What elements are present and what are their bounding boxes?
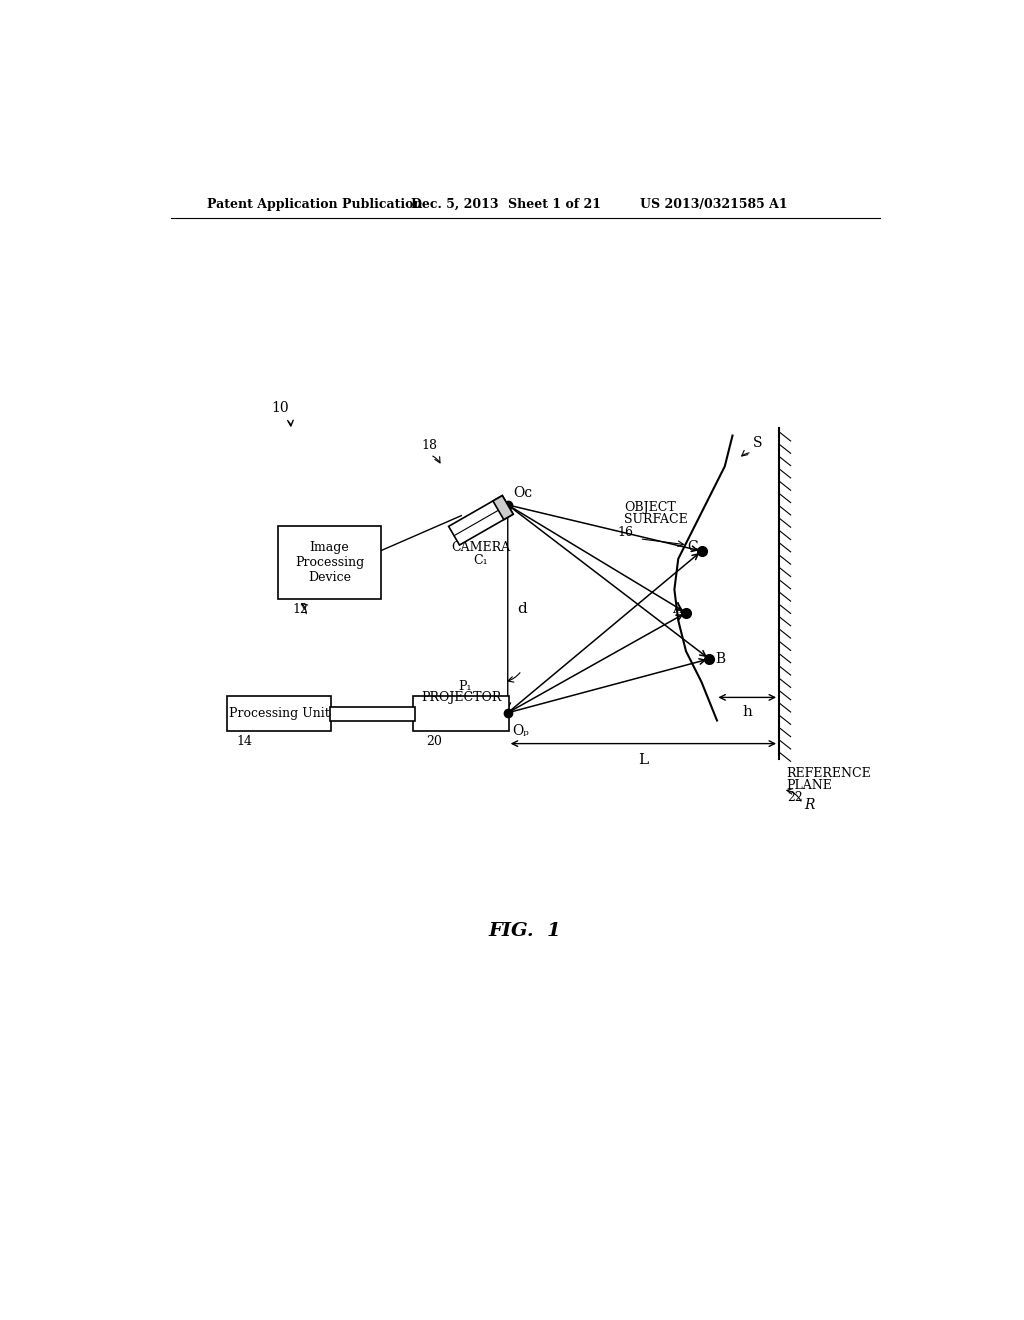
Text: C: C xyxy=(687,540,698,554)
Polygon shape xyxy=(493,495,513,520)
Text: OBJECT: OBJECT xyxy=(624,502,676,513)
Text: 22: 22 xyxy=(786,792,803,804)
FancyBboxPatch shape xyxy=(278,527,381,599)
Text: REFERENCE: REFERENCE xyxy=(786,767,871,780)
Text: 10: 10 xyxy=(271,401,289,416)
FancyBboxPatch shape xyxy=(330,706,415,721)
FancyBboxPatch shape xyxy=(414,696,509,731)
Text: 12: 12 xyxy=(292,603,308,615)
Text: Dec. 5, 2013: Dec. 5, 2013 xyxy=(411,198,499,211)
Text: d: d xyxy=(517,602,526,616)
Text: Sheet 1 of 21: Sheet 1 of 21 xyxy=(508,198,601,211)
Text: FIG.  1: FIG. 1 xyxy=(488,923,561,940)
Text: R: R xyxy=(804,799,814,812)
Text: h: h xyxy=(742,705,753,719)
Text: B: B xyxy=(716,652,726,665)
Text: 20: 20 xyxy=(426,735,442,748)
Text: Image
Processing
Device: Image Processing Device xyxy=(295,541,365,585)
FancyBboxPatch shape xyxy=(227,696,331,731)
Text: Oᴄ: Oᴄ xyxy=(513,486,532,500)
Text: CAMERA: CAMERA xyxy=(451,541,510,554)
Polygon shape xyxy=(449,495,513,545)
Text: Patent Application Publication: Patent Application Publication xyxy=(207,198,423,211)
Text: PROJECTOR: PROJECTOR xyxy=(421,692,502,705)
Text: 14: 14 xyxy=(237,735,253,748)
Text: SURFACE: SURFACE xyxy=(624,513,688,527)
Text: Processing Unit: Processing Unit xyxy=(228,708,330,721)
Text: L: L xyxy=(638,752,648,767)
Text: 18: 18 xyxy=(421,440,437,453)
Text: US 2013/0321585 A1: US 2013/0321585 A1 xyxy=(640,198,787,211)
Text: A: A xyxy=(672,602,682,616)
Text: 16: 16 xyxy=(617,525,634,539)
Text: S: S xyxy=(753,436,762,450)
Text: PLANE: PLANE xyxy=(786,779,833,792)
Text: C₁: C₁ xyxy=(473,554,488,566)
Text: Oₚ: Oₚ xyxy=(512,723,529,738)
Text: P₁: P₁ xyxy=(459,681,472,693)
